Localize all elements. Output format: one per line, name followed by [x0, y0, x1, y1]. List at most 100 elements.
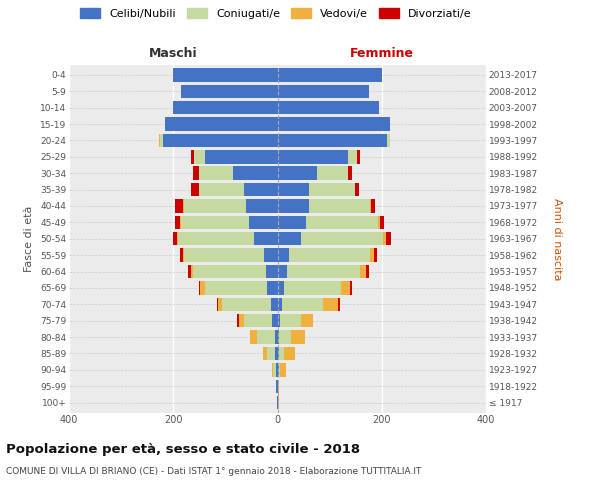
Bar — [380, 216, 384, 229]
Bar — [160, 134, 163, 147]
Bar — [338, 298, 340, 311]
Bar — [277, 118, 389, 130]
Bar — [188, 265, 191, 278]
Bar — [280, 363, 286, 376]
Bar — [277, 150, 348, 164]
Bar — [266, 265, 277, 278]
Bar — [173, 232, 178, 245]
Bar — [278, 363, 280, 376]
Bar — [275, 347, 277, 360]
Bar — [277, 199, 309, 212]
Bar — [194, 150, 205, 164]
Bar — [179, 248, 182, 262]
Bar — [277, 248, 289, 262]
Bar — [166, 118, 277, 130]
Bar — [178, 232, 254, 245]
Bar — [284, 281, 341, 294]
Bar — [205, 281, 267, 294]
Bar — [238, 314, 239, 328]
Bar — [383, 232, 386, 245]
Bar — [306, 216, 378, 229]
Bar — [218, 298, 222, 311]
Bar — [348, 166, 352, 180]
Bar — [184, 248, 265, 262]
Bar — [254, 232, 277, 245]
Bar — [290, 330, 305, 344]
Bar — [371, 199, 375, 212]
Bar — [386, 232, 391, 245]
Bar — [277, 216, 306, 229]
Bar — [277, 232, 301, 245]
Bar — [191, 265, 193, 278]
Bar — [357, 150, 360, 164]
Text: Maschi: Maschi — [149, 47, 197, 60]
Bar — [274, 363, 276, 376]
Text: Popolazione per età, sesso e stato civile - 2018: Popolazione per età, sesso e stato civil… — [6, 442, 360, 456]
Bar — [267, 281, 277, 294]
Bar — [163, 134, 277, 147]
Bar — [191, 150, 194, 164]
Bar — [275, 330, 277, 344]
Bar — [277, 298, 281, 311]
Bar — [277, 134, 387, 147]
Bar — [181, 84, 277, 98]
Bar — [281, 298, 323, 311]
Bar — [250, 330, 257, 344]
Bar — [370, 248, 374, 262]
Bar — [193, 166, 199, 180]
Bar — [301, 314, 313, 328]
Bar — [277, 166, 317, 180]
Bar — [277, 265, 287, 278]
Bar — [173, 68, 277, 82]
Bar — [289, 248, 370, 262]
Bar — [277, 68, 382, 82]
Bar — [355, 183, 359, 196]
Bar — [263, 347, 267, 360]
Text: Femmine: Femmine — [350, 47, 414, 60]
Bar — [180, 216, 181, 229]
Bar — [272, 314, 277, 328]
Bar — [244, 314, 272, 328]
Bar — [277, 347, 278, 360]
Bar — [378, 216, 380, 229]
Bar — [366, 265, 369, 278]
Bar — [309, 199, 370, 212]
Bar — [272, 363, 274, 376]
Bar — [200, 281, 205, 294]
Text: COMUNE DI VILLA DI BRIANO (CE) - Dati ISTAT 1° gennaio 2018 - Elaborazione TUTTI: COMUNE DI VILLA DI BRIANO (CE) - Dati IS… — [6, 468, 421, 476]
Bar — [239, 314, 244, 328]
Bar — [181, 216, 249, 229]
Bar — [278, 347, 284, 360]
Bar — [191, 183, 199, 196]
Bar — [267, 347, 275, 360]
Bar — [233, 166, 277, 180]
Bar — [277, 330, 279, 344]
Bar — [341, 281, 350, 294]
Bar — [284, 347, 295, 360]
Bar — [182, 248, 184, 262]
Bar — [277, 101, 379, 114]
Bar — [222, 298, 271, 311]
Legend: Celibi/Nubili, Coniugati/e, Vedovi/e, Divorziati/e: Celibi/Nubili, Coniugati/e, Vedovi/e, Di… — [80, 8, 472, 19]
Bar — [287, 265, 360, 278]
Bar — [348, 150, 357, 164]
Bar — [175, 216, 180, 229]
Bar — [301, 232, 383, 245]
Bar — [277, 281, 284, 294]
Bar — [277, 183, 309, 196]
Bar — [257, 330, 275, 344]
Bar — [265, 248, 277, 262]
Y-axis label: Anni di nascita: Anni di nascita — [552, 198, 562, 280]
Bar — [323, 298, 338, 311]
Bar — [271, 298, 277, 311]
Bar — [277, 363, 278, 376]
Bar — [199, 281, 200, 294]
Bar — [199, 183, 244, 196]
Bar — [175, 199, 183, 212]
Y-axis label: Fasce di età: Fasce di età — [25, 206, 34, 272]
Bar — [193, 265, 266, 278]
Bar — [276, 363, 277, 376]
Bar — [217, 298, 218, 311]
Bar — [309, 183, 355, 196]
Bar — [279, 330, 290, 344]
